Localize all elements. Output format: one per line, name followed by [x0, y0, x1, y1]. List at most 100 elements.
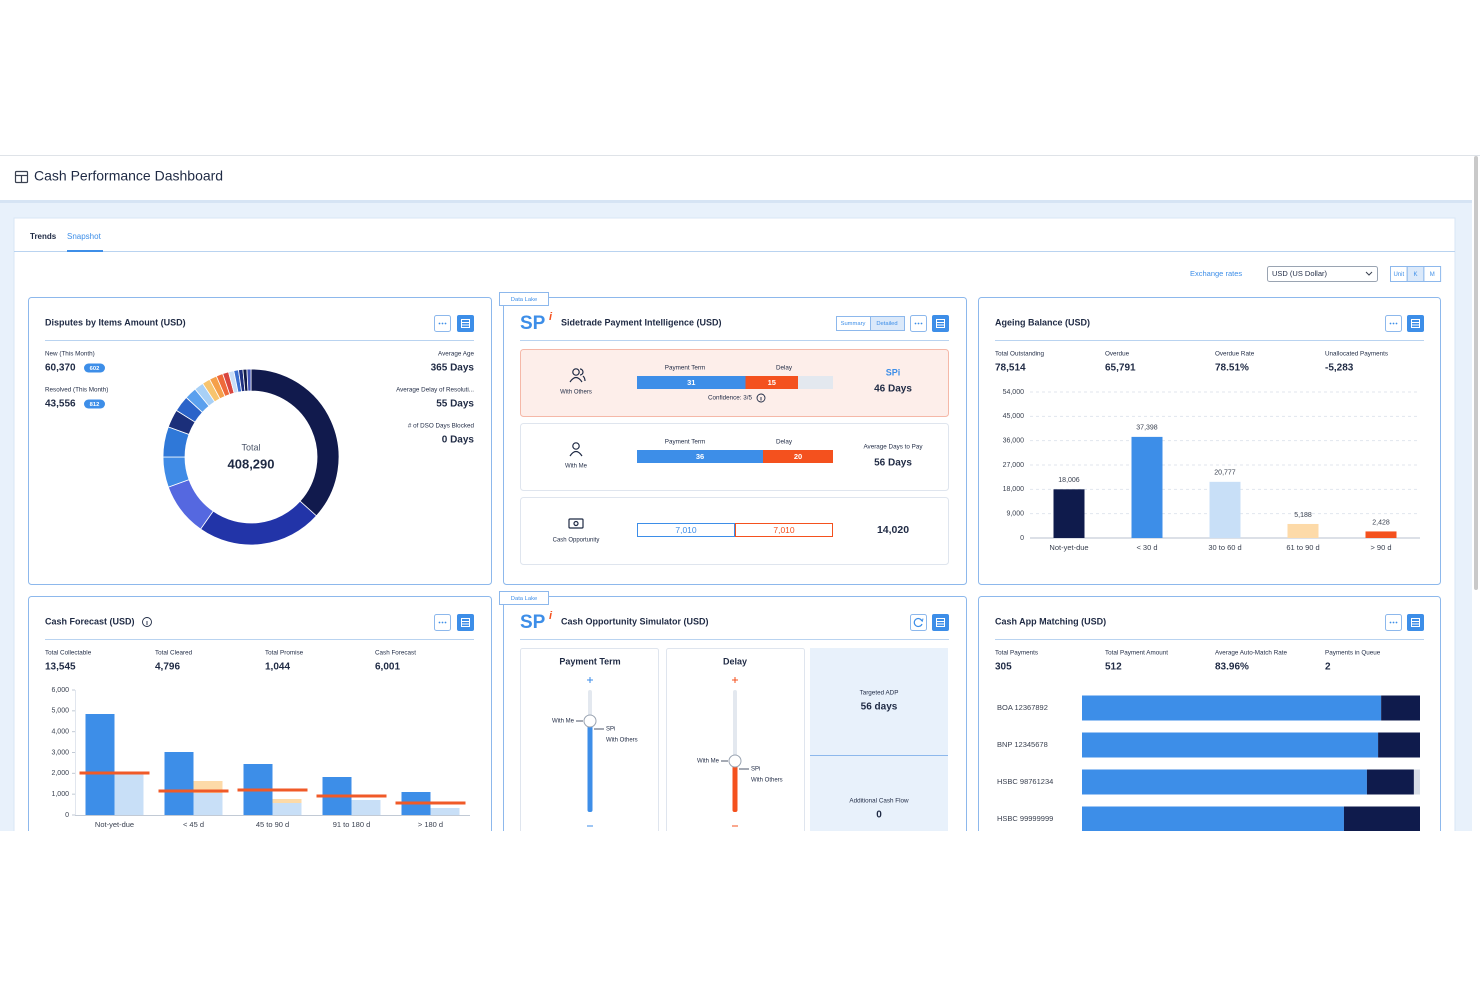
menu-dot — [444, 322, 447, 325]
stat-label: Total Payments — [995, 650, 1038, 657]
table-button[interactable] — [457, 315, 474, 332]
menu-dot — [438, 621, 441, 624]
metric-label: Average Delay of Resoluti... — [396, 387, 474, 394]
slider-handle[interactable] — [583, 714, 597, 728]
bar — [114, 773, 144, 815]
table-button[interactable] — [1407, 315, 1424, 332]
info-icon — [756, 393, 766, 403]
metric-value: 365 Days — [431, 363, 475, 374]
icon-part — [572, 368, 580, 376]
table-icon — [461, 618, 470, 627]
bar — [745, 376, 798, 389]
bar — [85, 714, 115, 815]
bar-segment — [1378, 732, 1420, 758]
y-tick-label: 0 — [65, 812, 69, 819]
target-label: Additional Cash Flow — [849, 798, 909, 805]
bar-value: 15 — [768, 378, 776, 387]
stat-value: -5,283 — [1325, 363, 1354, 374]
currency-select[interactable] — [1267, 266, 1378, 282]
bar — [763, 450, 833, 463]
table-icon — [461, 319, 470, 328]
stat-value: 13,545 — [45, 662, 76, 673]
bar — [1287, 523, 1319, 538]
refresh-button[interactable] — [910, 614, 927, 631]
icon-part — [572, 442, 580, 450]
bar-header: Payment Term — [665, 439, 705, 446]
card-title: Cash Opportunity Simulator (USD) — [561, 616, 709, 626]
refresh-icon — [919, 618, 924, 623]
y-tick-label: 0 — [1020, 535, 1024, 542]
x-tick-label: 61 to 90 d — [1286, 543, 1319, 552]
marker-sublabel: With Others — [751, 778, 783, 784]
currency-value: USD (US Dollar) — [1272, 269, 1328, 278]
slider-title: Payment Term — [559, 656, 620, 666]
header-bar — [0, 156, 1472, 200]
stat-label: Overdue Rate — [1215, 351, 1255, 358]
bar-header: Delay — [776, 439, 793, 446]
bar-segment — [1082, 732, 1379, 758]
bar-segment — [1366, 769, 1414, 795]
bar — [637, 376, 746, 389]
marker-label: SPi — [606, 727, 615, 733]
chevron — [1365, 271, 1373, 276]
donut-slice — [246, 368, 252, 392]
spi-logo: SP — [520, 313, 546, 334]
badge-label: 812 — [90, 402, 100, 408]
marker-label: SPi — [751, 767, 760, 773]
x-tick-label: 91 to 180 d — [333, 820, 371, 829]
bar-value: 20 — [794, 452, 802, 461]
y-tick-label: 3,000 — [51, 749, 69, 756]
bar-header: Payment Term — [665, 365, 705, 372]
bar — [1053, 489, 1085, 538]
slider-title: Delay — [723, 656, 747, 666]
target-label: Targeted ADP — [860, 690, 899, 697]
bar-segment — [1413, 769, 1420, 795]
stat-value: 512 — [1105, 662, 1122, 673]
page-title: Cash Performance Dashboard — [34, 168, 223, 184]
bar-segment — [1381, 695, 1420, 721]
tab[interactable]: Trends — [30, 232, 57, 241]
table-button[interactable] — [457, 614, 474, 631]
badge — [84, 363, 105, 373]
tab[interactable]: Snapshot — [67, 232, 102, 241]
result-value: 14,020 — [877, 524, 909, 536]
x-tick-label: Not-yet-due — [1049, 543, 1088, 552]
view-label: Summary — [841, 321, 866, 327]
scrollbar — [1474, 156, 1478, 590]
exchange-rates-link[interactable]: Exchange rates — [1190, 269, 1242, 278]
row-label: With Others — [560, 390, 592, 396]
stat-value: 305 — [995, 662, 1012, 673]
slider-handle[interactable] — [728, 754, 742, 768]
menu-dot — [1395, 621, 1398, 624]
row-label: Cash Opportunity — [553, 538, 600, 544]
y-tick-label: 9,000 — [1006, 511, 1024, 518]
y-tick-label: 18,000 — [1003, 486, 1025, 493]
unit-label: Unit — [1393, 272, 1404, 278]
unit-button[interactable] — [1423, 266, 1442, 282]
bar — [1365, 531, 1397, 538]
card-title: Ageing Balance (USD) — [995, 317, 1090, 327]
bar-segment — [1343, 806, 1420, 831]
menu-dot — [920, 322, 923, 325]
bar — [430, 808, 460, 815]
table-button[interactable] — [932, 614, 949, 631]
stat-label: New (This Month) — [45, 351, 95, 358]
stat-value: 43,556 — [45, 399, 76, 410]
card-title: Cash Forecast (USD) — [45, 616, 135, 626]
metric-label: # of DSO Days Blocked — [408, 423, 475, 430]
table-icon — [936, 618, 945, 627]
table-button[interactable] — [932, 315, 949, 332]
x-tick-label: > 90 d — [1370, 543, 1391, 552]
metric-value: 55 Days — [436, 399, 474, 410]
table-button[interactable] — [1407, 614, 1424, 631]
menu-dot — [444, 621, 447, 624]
y-tick-label: 36,000 — [1003, 438, 1025, 445]
stat-label: Total Cleared — [155, 650, 193, 657]
menu-dot — [1389, 621, 1392, 624]
x-tick-label: Not-yet-due — [95, 820, 134, 829]
icon-part — [579, 368, 586, 382]
bar — [735, 523, 833, 537]
view-toggle[interactable] — [870, 316, 905, 331]
